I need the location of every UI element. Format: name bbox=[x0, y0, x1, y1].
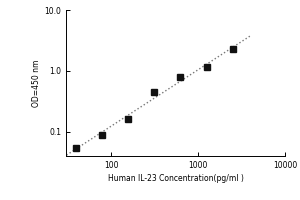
X-axis label: Human IL-23 Concentration(pg/ml ): Human IL-23 Concentration(pg/ml ) bbox=[108, 174, 243, 183]
Y-axis label: OD=450 nm: OD=450 nm bbox=[32, 59, 41, 107]
